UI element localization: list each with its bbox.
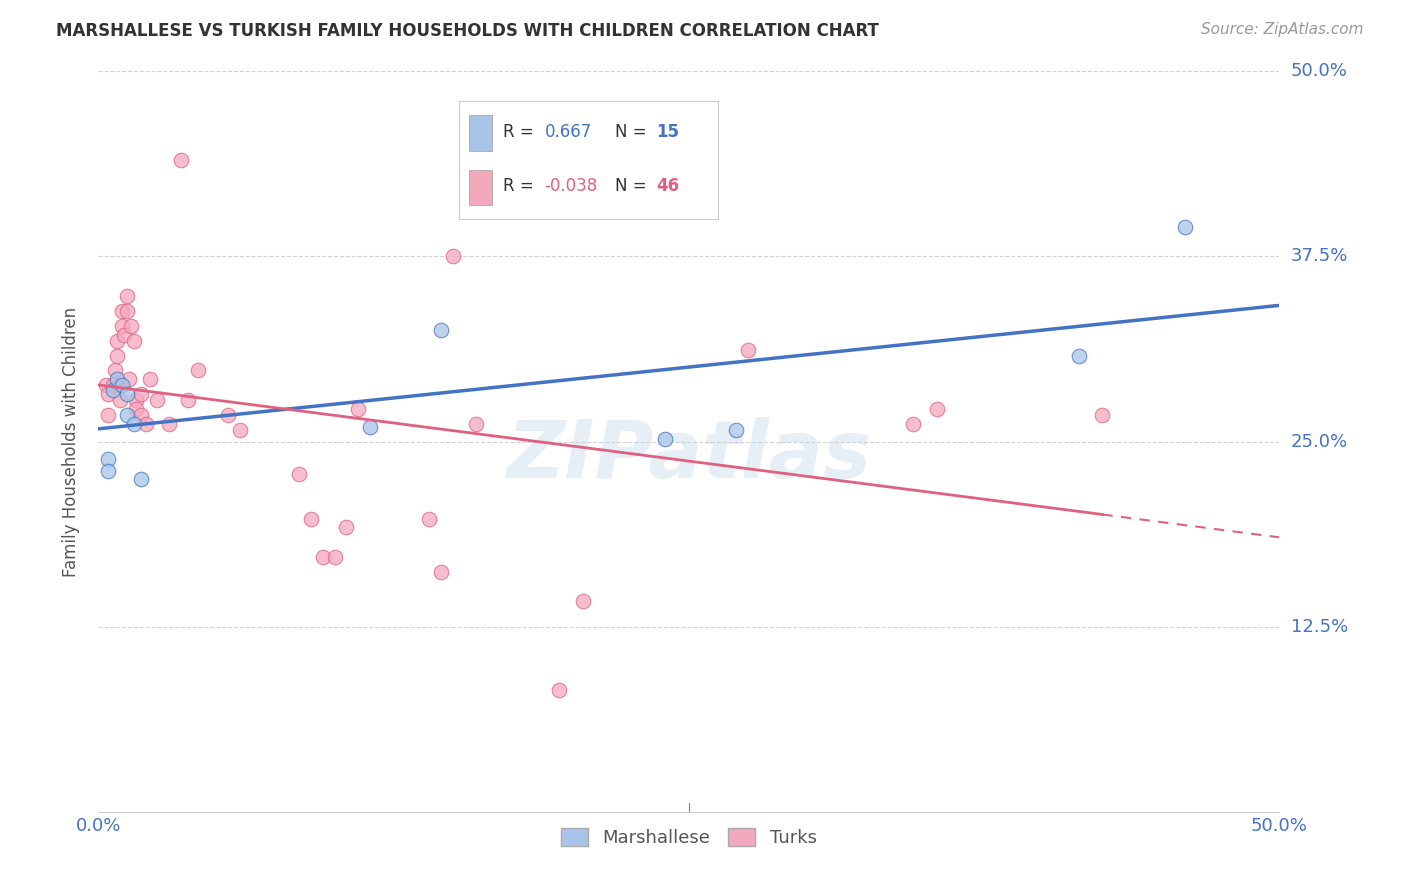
Point bbox=[97, 387, 120, 401]
Point bbox=[465, 417, 488, 431]
Point bbox=[229, 423, 252, 437]
Point bbox=[129, 387, 152, 401]
Point bbox=[105, 334, 128, 348]
Point bbox=[108, 378, 131, 392]
Legend: Marshallese, Turks: Marshallese, Turks bbox=[554, 821, 824, 855]
Point bbox=[1067, 349, 1090, 363]
Point bbox=[97, 464, 120, 478]
Point bbox=[129, 408, 152, 422]
Point bbox=[121, 319, 143, 334]
Text: 25.0%: 25.0% bbox=[1291, 433, 1348, 450]
Point bbox=[146, 393, 169, 408]
Text: 50.0%: 50.0% bbox=[1291, 62, 1347, 80]
Point bbox=[97, 452, 120, 467]
Text: MARSHALLESE VS TURKISH FAMILY HOUSEHOLDS WITH CHILDREN CORRELATION CHART: MARSHALLESE VS TURKISH FAMILY HOUSEHOLDS… bbox=[56, 22, 879, 40]
Point bbox=[94, 378, 117, 392]
Point bbox=[135, 417, 157, 431]
Point bbox=[125, 393, 148, 408]
Point bbox=[217, 408, 239, 422]
Point bbox=[725, 423, 748, 437]
Point bbox=[335, 520, 357, 534]
Point bbox=[118, 372, 141, 386]
Point bbox=[430, 565, 453, 579]
Point bbox=[1174, 219, 1197, 234]
Point bbox=[111, 319, 134, 334]
Point bbox=[737, 343, 759, 357]
Point bbox=[925, 401, 948, 416]
Point bbox=[101, 383, 124, 397]
Point bbox=[312, 549, 335, 564]
Point bbox=[548, 683, 571, 698]
Point bbox=[122, 334, 145, 348]
Point bbox=[101, 378, 124, 392]
Point bbox=[104, 363, 127, 377]
Point bbox=[105, 372, 128, 386]
Point bbox=[418, 511, 440, 525]
Point bbox=[115, 304, 138, 318]
Point bbox=[441, 250, 464, 264]
Point bbox=[571, 594, 593, 608]
Point bbox=[122, 417, 145, 431]
Point bbox=[654, 432, 676, 446]
Point bbox=[903, 417, 925, 431]
Point bbox=[108, 393, 131, 408]
Point bbox=[111, 378, 134, 392]
Point bbox=[1091, 408, 1114, 422]
Point bbox=[115, 289, 138, 303]
Point bbox=[430, 324, 453, 338]
Point bbox=[129, 471, 152, 485]
Point bbox=[187, 363, 209, 377]
Text: 12.5%: 12.5% bbox=[1291, 617, 1348, 636]
Point bbox=[111, 304, 134, 318]
Point bbox=[347, 401, 370, 416]
Y-axis label: Family Households with Children: Family Households with Children bbox=[62, 307, 80, 576]
Point bbox=[105, 349, 128, 363]
Point bbox=[112, 327, 135, 342]
Point bbox=[115, 408, 138, 422]
Point bbox=[157, 417, 180, 431]
Point bbox=[177, 393, 200, 408]
Point bbox=[170, 153, 193, 168]
Point bbox=[359, 419, 381, 434]
Point bbox=[288, 467, 311, 482]
Text: ZIPatlas: ZIPatlas bbox=[506, 417, 872, 495]
Point bbox=[115, 387, 138, 401]
Text: Source: ZipAtlas.com: Source: ZipAtlas.com bbox=[1201, 22, 1364, 37]
Point bbox=[139, 372, 162, 386]
Point bbox=[299, 511, 322, 525]
Point bbox=[323, 549, 346, 564]
Text: 37.5%: 37.5% bbox=[1291, 247, 1348, 266]
Point bbox=[97, 408, 120, 422]
Point bbox=[125, 401, 148, 416]
